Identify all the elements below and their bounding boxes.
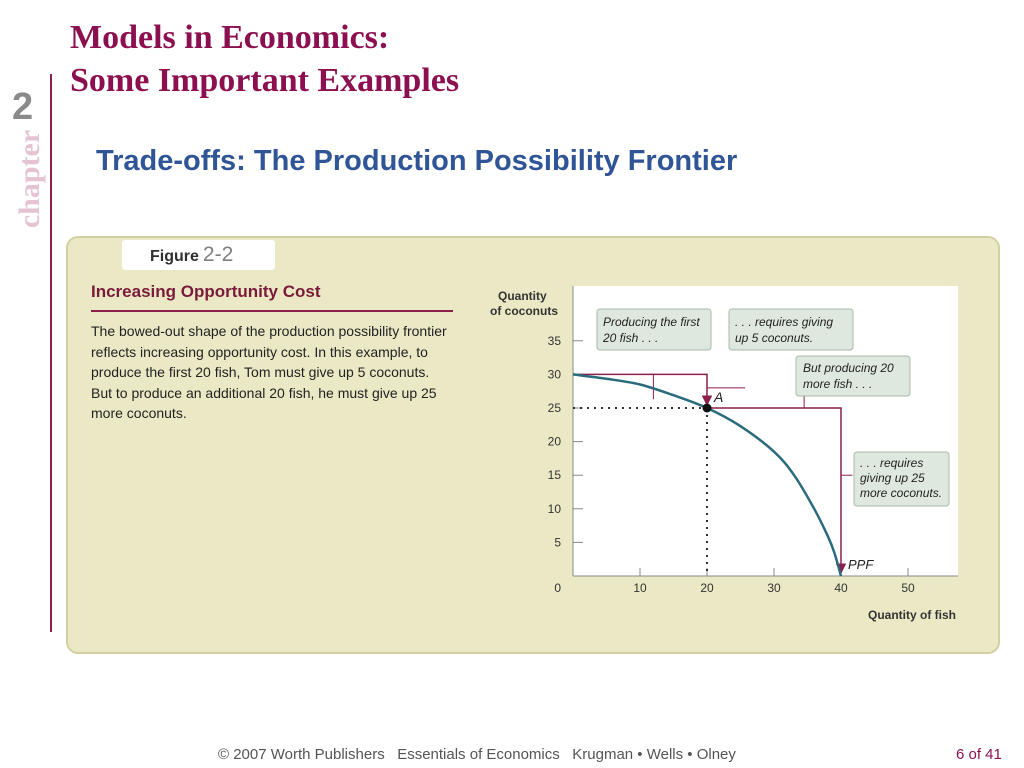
y-tick-label: 5 xyxy=(554,535,561,549)
point-a-label: A xyxy=(713,389,723,405)
callout-first-fish-line2: 20 fish . . . xyxy=(602,331,658,345)
y-tick-label: 30 xyxy=(548,367,562,381)
y-tick-label: 35 xyxy=(548,334,562,348)
y-tick-label: 15 xyxy=(548,468,562,482)
slide-subtitle: Trade-offs: The Production Possibility F… xyxy=(96,145,738,177)
callout-more-fish: But producing 20 more fish . . . xyxy=(795,355,911,397)
x-ticks: 0 10 20 30 40 50 xyxy=(554,568,915,595)
arrow-first-20-fish xyxy=(573,373,713,407)
chapter-number: 2 xyxy=(12,86,34,128)
page-number: 6 of 41 xyxy=(956,746,1002,763)
svg-text:. . . requires giving up: . . . requires giving up 25 more coconut… xyxy=(860,456,942,500)
svg-text:But producing 20 more fi: But producing 20 more fish . . . xyxy=(803,361,897,391)
x-tick-label: 40 xyxy=(834,581,848,595)
figure-tab: Figure 2-2 xyxy=(122,240,275,270)
guide-lines xyxy=(573,373,853,576)
svg-text:. . . requires giving up: . . . requires giving up 5 coconuts. xyxy=(735,315,836,345)
y-ticks: 5 10 15 20 25 30 35 xyxy=(548,334,583,549)
figure-heading: Increasing Opportunity Cost xyxy=(91,282,321,301)
svg-text:Producing the first 20 f: Producing the first 20 fish . . . xyxy=(602,315,703,345)
x-tick-label: 20 xyxy=(700,581,714,595)
callout-give-up-5-line1: . . . requires giving xyxy=(735,315,833,329)
callout-give-up-25-line1: . . . requires xyxy=(860,456,923,470)
callout-give-up-5-line2: up 5 coconuts. xyxy=(735,331,813,345)
callout-give-up-25-line3: more coconuts. xyxy=(860,486,942,500)
callout-more-fish-line1: But producing 20 xyxy=(803,361,894,375)
ppf-label: PPF xyxy=(848,557,874,572)
arrow-next-20-fish xyxy=(707,407,847,575)
x-tick-label: 50 xyxy=(901,581,915,595)
callout-more-fish-line2: more fish . . . xyxy=(803,377,872,391)
footer-credit: © 2007 Worth Publishers Essentials of Ec… xyxy=(218,746,736,763)
y-tick-label: 10 xyxy=(548,502,562,516)
x-axis-label: Quantity of fish xyxy=(868,608,956,622)
slide-title-line2: Some Important Examples xyxy=(70,62,460,99)
y-axis-label: Quantity of coconuts xyxy=(490,289,558,318)
ppf-curve xyxy=(572,373,843,577)
callout-first-fish-line1: Producing the first xyxy=(603,315,700,329)
slide-title-line1: Models in Economics: xyxy=(70,19,390,56)
figure-tab-label: Figure xyxy=(150,248,199,265)
figure-tab-number: 2-2 xyxy=(202,243,234,266)
ppf-chart: 5 10 15 20 25 30 35 0 10 20 30 40 50 A PPF Quantity… xyxy=(490,286,958,622)
callout-give-up-25: . . . requires giving up 25 more coconut… xyxy=(853,451,950,507)
y-tick-label: 25 xyxy=(548,401,562,415)
figure-caption: The bowed-out shape of the production po… xyxy=(91,323,447,421)
callout-give-up-25-line2: giving up 25 xyxy=(860,471,925,485)
chapter-label: chapter xyxy=(13,129,46,229)
y-axis-label-line2: of coconuts xyxy=(490,304,558,318)
side-rule xyxy=(50,74,52,632)
figure-heading-rule xyxy=(91,310,453,312)
callout-first-fish: Producing the first 20 fish . . . xyxy=(596,308,712,351)
callout-give-up-5: . . . requires giving up 5 coconuts. xyxy=(728,308,854,351)
x-tick-label: 10 xyxy=(633,581,647,595)
y-axis-label-line1: Quantity xyxy=(498,289,547,303)
x-tick-label: 0 xyxy=(554,581,561,595)
y-tick-label: 20 xyxy=(548,435,562,449)
point-a xyxy=(702,403,712,413)
x-tick-label: 30 xyxy=(767,581,781,595)
slide-title: Models in Economics: Some Important Exam… xyxy=(70,16,459,102)
